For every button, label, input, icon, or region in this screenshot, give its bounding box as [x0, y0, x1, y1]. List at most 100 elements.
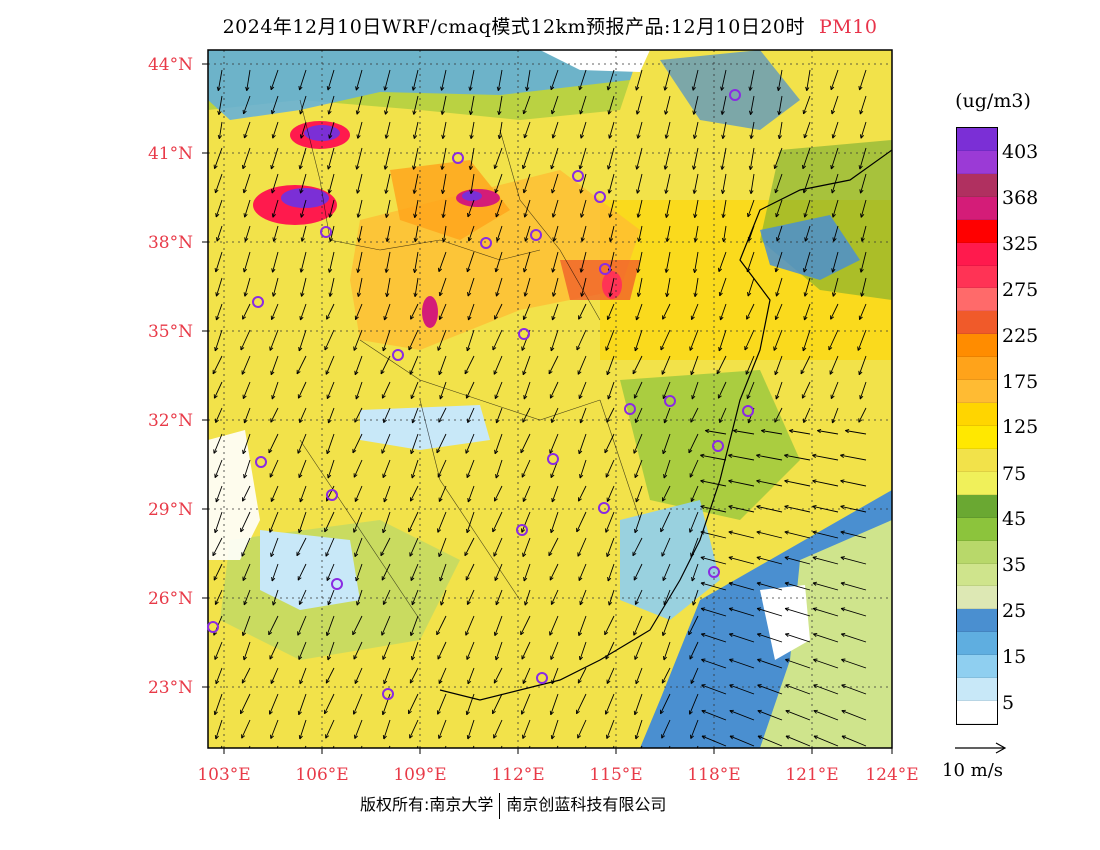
wind-arrow-head — [858, 371, 863, 376]
wind-arrow-head — [523, 576, 525, 582]
wind-arrow-head — [297, 577, 302, 581]
wind-arrow — [494, 303, 503, 320]
wind-arrow — [467, 485, 475, 503]
wind-arrow-head — [243, 268, 248, 273]
wind-arrow — [632, 537, 643, 557]
wind-arrow-head — [551, 213, 554, 218]
wind-arrow-head — [299, 601, 303, 605]
station-marker — [392, 349, 404, 361]
wind-arrow — [414, 225, 419, 242]
wind-arrow-head — [634, 474, 639, 479]
wind-arrow-head — [215, 213, 220, 218]
wind-arrow-head — [832, 268, 836, 273]
wind-arrow-head — [242, 498, 246, 502]
wind-arrow-head — [326, 395, 331, 400]
wind-arrow — [700, 582, 727, 591]
wind-arrow — [523, 303, 531, 320]
wind-arrow — [756, 607, 783, 617]
wind-arrow — [841, 710, 867, 721]
wind-arrow-head — [636, 292, 639, 297]
wind-arrow-head — [660, 347, 665, 351]
wind-arrow-head — [214, 474, 219, 479]
wind-arrow-head — [327, 268, 330, 273]
wind-arrow — [354, 667, 363, 684]
wind-arrow-head — [841, 684, 845, 689]
wind-arrow — [833, 225, 839, 242]
wind-arrow-head — [385, 214, 390, 218]
wind-arrow-head — [439, 316, 443, 321]
wind-arrow-head — [466, 656, 471, 660]
wind-arrow-head — [385, 190, 389, 194]
wind-arrow-head — [467, 680, 472, 685]
wind-arrow-head — [635, 601, 639, 605]
wind-arrow-head — [775, 292, 777, 297]
wind-arrow — [442, 173, 447, 194]
wind-arrow — [383, 407, 391, 423]
wind-arrow-head — [605, 529, 610, 533]
wind-arrow — [859, 69, 867, 91]
wind-arrow-head — [352, 450, 357, 454]
wind-arrow — [577, 719, 587, 739]
wind-arrow-head — [579, 86, 583, 91]
wind-arrow-head — [830, 164, 832, 170]
wind-arrow — [296, 537, 307, 557]
wind-arrow-head — [299, 268, 302, 273]
wind-arrow-head — [812, 479, 817, 482]
station-marker — [594, 191, 606, 203]
wind-arrow — [840, 480, 867, 487]
wind-arrow — [466, 641, 475, 660]
wind-arrow — [413, 121, 419, 139]
wind-arrow — [215, 719, 223, 740]
legend-tick-25: 25 — [1002, 600, 1027, 622]
wind-arrow-head — [749, 166, 754, 170]
wind-arrow-head — [705, 428, 710, 431]
wind-arrow-head — [327, 189, 330, 194]
wind-arrow — [382, 641, 391, 660]
wind-arrow-head — [578, 577, 583, 581]
wind-arrow-head — [579, 760, 582, 763]
wind-arrow-head — [812, 454, 816, 458]
wind-arrow-head — [729, 735, 733, 740]
blue-north — [208, 50, 640, 120]
wind-arrow — [803, 407, 811, 423]
wind-arrow — [300, 251, 307, 273]
wind-arrow-head — [806, 87, 810, 91]
wind-arrow-head — [522, 165, 527, 170]
wind-arrow-head — [748, 110, 751, 115]
wind-arrow — [270, 355, 279, 375]
wind-arrow-head — [356, 134, 359, 139]
wind-arrow-head — [661, 371, 666, 375]
wind-arrow — [299, 407, 307, 423]
wind-arrow — [633, 563, 643, 581]
wind-arrow — [522, 667, 531, 684]
wind-arrow-head — [666, 238, 670, 242]
wind-arrow — [859, 381, 867, 400]
wind-arrow-head — [756, 505, 761, 510]
wind-arrow-head — [269, 347, 274, 351]
wind-arrow-head — [386, 293, 390, 297]
wind-arrow-head — [215, 213, 217, 218]
wind-arrow — [271, 95, 279, 115]
wind-arrow-head — [831, 268, 833, 273]
wind-arrow-head — [578, 655, 581, 661]
wind-arrow-head — [271, 395, 276, 400]
wind-arrow-head — [214, 656, 219, 660]
wind-arrow — [845, 430, 867, 435]
wind-arrow — [356, 589, 363, 606]
wind-arrow-head — [523, 189, 527, 194]
wind-arrow-head — [327, 110, 330, 115]
wind-arrow-head — [438, 553, 443, 558]
wind-arrow — [411, 589, 419, 606]
wind-arrow-head — [608, 110, 612, 115]
wind-arrow-head — [324, 529, 329, 533]
wind-arrow-head — [242, 450, 247, 455]
wind-arrow — [607, 381, 615, 400]
wind-arrow-head — [662, 632, 667, 637]
wind-arrow-head — [215, 680, 220, 685]
legend-tick-175: 175 — [1002, 371, 1039, 393]
color-legend — [956, 127, 998, 725]
wind-arrow-head — [745, 371, 750, 375]
wind-arrow — [214, 147, 223, 169]
wind-arrow — [813, 633, 839, 643]
wind-arrow-head — [662, 680, 666, 684]
